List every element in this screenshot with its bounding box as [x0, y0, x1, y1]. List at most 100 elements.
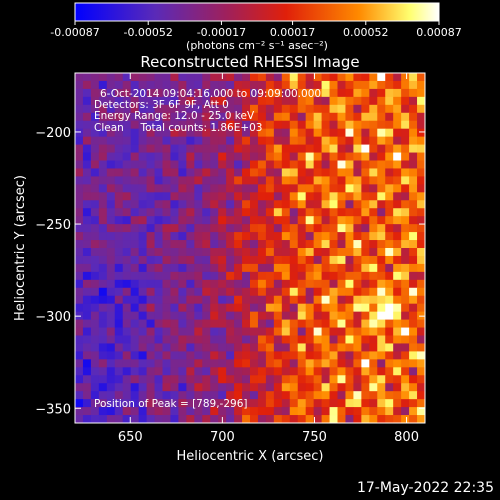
heatmap-cell	[417, 216, 425, 225]
heatmap-cell	[289, 208, 299, 217]
heatmap-cell	[329, 120, 338, 130]
heatmap-cell	[90, 168, 100, 177]
heatmap-cell	[194, 240, 203, 249]
heatmap-cell	[257, 327, 267, 336]
heatmap-cell	[82, 415, 92, 423]
heatmap-cell	[257, 263, 267, 273]
heatmap-cell	[218, 359, 227, 368]
heatmap-cell	[122, 359, 132, 368]
heatmap-cell	[345, 351, 354, 360]
heatmap-cell	[194, 327, 203, 336]
heatmap-cell	[194, 375, 203, 384]
heatmap-cell	[218, 391, 227, 400]
heatmap-cell	[409, 248, 418, 257]
heatmap-cell	[409, 104, 418, 114]
heatmap-cell	[273, 176, 283, 185]
heatmap-cell	[162, 120, 171, 130]
heatmap-cell	[234, 152, 243, 161]
heatmap-cell	[154, 335, 163, 344]
heatmap-cell	[321, 120, 330, 130]
heatmap-cell	[321, 335, 330, 344]
heatmap-cell	[313, 80, 322, 90]
heatmap-cell	[178, 287, 187, 297]
heatmap-cell	[321, 240, 330, 249]
heatmap-cell	[265, 327, 275, 336]
heatmap-cell	[393, 152, 402, 161]
heatmap-cell	[401, 184, 410, 193]
heatmap-cell	[297, 120, 307, 130]
heatmap-cell	[226, 104, 235, 114]
heatmap-cell	[154, 200, 163, 209]
heatmap-cell	[202, 327, 211, 336]
heatmap-cell	[417, 128, 425, 138]
heatmap-cell	[250, 415, 259, 423]
heatmap-cell	[265, 192, 275, 201]
heatmap-cell	[202, 104, 211, 114]
heatmap-cell	[162, 383, 171, 392]
heatmap-cell	[305, 73, 315, 82]
heatmap-cell	[353, 255, 362, 265]
heatmap-cell	[234, 80, 243, 90]
heatmap-cell	[75, 399, 84, 408]
heatmap-cell	[321, 224, 330, 233]
heatmap-cell	[210, 88, 219, 98]
heatmap-cell	[329, 391, 338, 400]
heatmap-cell	[409, 152, 418, 161]
heatmap-cell	[138, 80, 147, 90]
heatmap-cell	[250, 73, 259, 82]
heatmap-cell	[409, 319, 418, 328]
heatmap-cell	[337, 287, 346, 297]
heatmap-cell	[178, 399, 187, 408]
heatmap-cell	[106, 152, 116, 161]
heatmap-cell	[385, 168, 394, 177]
heatmap-cell	[234, 160, 243, 169]
heatmap-cell	[106, 367, 116, 376]
heatmap-cell	[194, 303, 203, 313]
heatmap-cell	[257, 391, 267, 400]
heatmap-cell	[122, 303, 132, 313]
heatmap-cell	[377, 375, 386, 384]
heatmap-cell	[385, 367, 394, 376]
heatmap-cell	[369, 104, 378, 114]
heatmap-cell	[257, 136, 267, 145]
heatmap-cell	[313, 351, 322, 360]
heatmap-cell	[401, 311, 410, 320]
heatmap-cell	[138, 192, 147, 201]
heatmap-cell	[146, 168, 155, 177]
heatmap-cell	[265, 224, 275, 233]
heatmap-cell	[186, 319, 195, 328]
heatmap-cell	[401, 112, 410, 122]
heatmap-cell	[130, 311, 140, 320]
heatmap-cell	[321, 80, 330, 90]
heatmap-cell	[75, 120, 84, 130]
heatmap-cell	[345, 224, 354, 233]
heatmap-cell	[122, 319, 132, 328]
heatmap-cell	[257, 200, 267, 209]
heatmap-cell	[250, 319, 259, 328]
heatmap-cell	[210, 303, 219, 313]
heatmap-cell	[377, 208, 386, 217]
heatmap-cell	[226, 327, 235, 336]
heatmap-cell	[273, 184, 283, 193]
heatmap-cell	[154, 240, 163, 249]
heatmap-cell	[417, 391, 425, 400]
heatmap-cell	[75, 367, 84, 376]
heatmap-cell	[114, 136, 124, 145]
heatmap-cell	[353, 375, 362, 384]
heatmap-cell	[98, 208, 108, 217]
heatmap-cell	[130, 375, 140, 384]
heatmap-cell	[417, 343, 425, 352]
heatmap-cell	[178, 208, 187, 217]
heatmap-cell	[305, 216, 315, 225]
heatmap-cell	[202, 295, 211, 305]
heatmap-cell	[226, 319, 235, 328]
heatmap-cell	[345, 279, 354, 289]
heatmap-cell	[250, 303, 259, 313]
heatmap-cell	[138, 168, 147, 177]
heatmap-cell	[210, 168, 219, 177]
heatmap-cell	[234, 232, 243, 241]
heatmap-cell	[273, 343, 283, 352]
heatmap-cell	[297, 263, 307, 273]
heatmap-cell	[194, 192, 203, 201]
heatmap-cell	[130, 359, 140, 368]
